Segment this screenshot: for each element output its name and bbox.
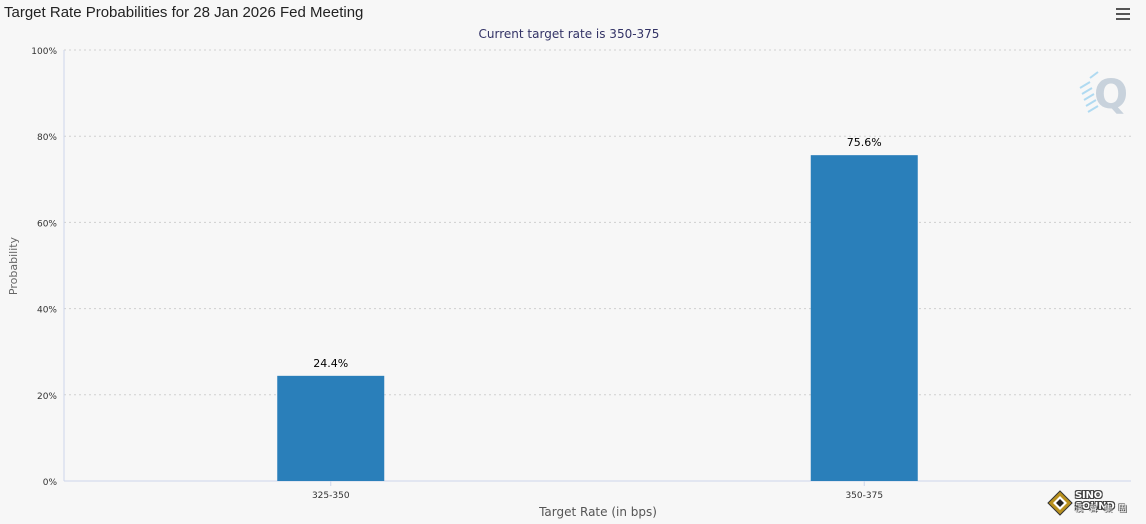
q-watermark-icon: Q <box>1076 58 1128 120</box>
bars: 24.4% 75.6% <box>277 136 918 481</box>
hamburger-menu-icon[interactable] <box>1116 8 1130 20</box>
x-axis-title: Target Rate (in bps) <box>538 505 657 519</box>
logo-subtext: 漢 聲 集 團 <box>1075 504 1129 513</box>
data-label: 24.4% <box>313 357 348 370</box>
y-tick-label: 0% <box>43 478 58 488</box>
x-tick-labels: 325-350 350-375 <box>312 481 883 501</box>
y-tick-labels: 0% 20% 40% 60% 80% 100% <box>31 47 57 488</box>
chart-subtitle: Current target rate is 350-375 <box>479 27 660 41</box>
y-tick-label: 80% <box>37 133 57 143</box>
svg-text:Q: Q <box>1094 72 1126 118</box>
y-tick-label: 20% <box>37 392 57 402</box>
x-tick-label: 350-375 <box>845 491 883 501</box>
data-label: 75.6% <box>847 136 882 149</box>
bar-350-375[interactable] <box>810 155 918 481</box>
y-tick-label: 60% <box>37 219 57 229</box>
y-tick-label: 100% <box>31 47 57 57</box>
chart-title: Target Rate Probabilities for 28 Jan 202… <box>4 4 364 21</box>
bar-325-350[interactable] <box>277 375 385 481</box>
sino-sound-logo: SINO SOUND 漢 聲 集 團 <box>1047 490 1143 518</box>
y-axis-title: Probability <box>7 236 20 295</box>
x-tick-label: 325-350 <box>312 491 350 501</box>
y-tick-label: 40% <box>37 306 57 316</box>
y-gridlines <box>64 49 1131 396</box>
logo-text: SINO SOUND <box>1075 490 1115 512</box>
